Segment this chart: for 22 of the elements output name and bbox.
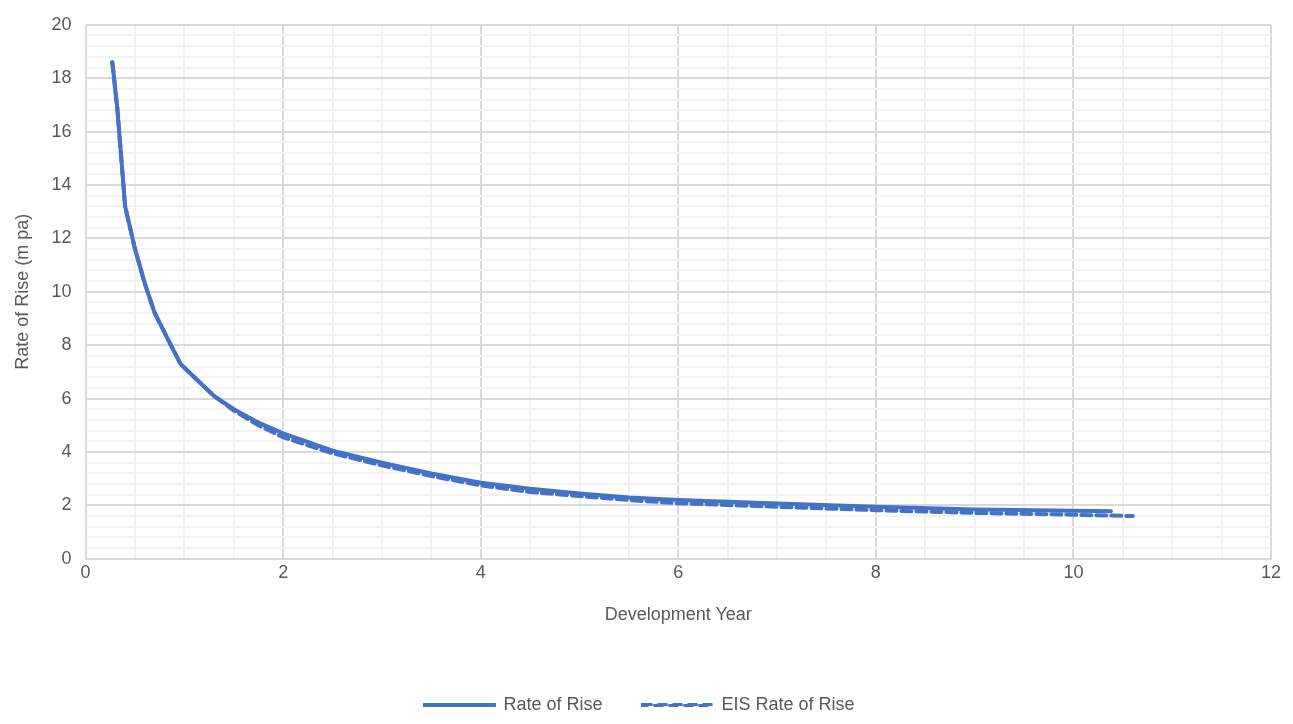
y-axis-title: Rate of Rise (m pa) [11,213,32,370]
x-tick-label: 8 [870,561,881,582]
x-tick-label: 0 [80,561,91,582]
legend-label: EIS Rate of Rise [721,693,855,714]
y-tick-label: 4 [61,440,72,461]
y-tick-label: 0 [61,547,72,568]
x-tick-label: 2 [278,561,289,582]
x-axis-title: Development Year [604,604,752,625]
y-tick-label: 6 [61,387,72,408]
x-tick-label: 12 [1260,561,1282,582]
x-tick-label: 4 [475,561,486,582]
y-tick-label: 16 [51,120,72,141]
y-tick-label: 8 [61,334,72,355]
y-tick-label: 20 [51,13,72,34]
y-tick-label: 18 [51,67,72,88]
y-tick-label: 12 [51,227,72,248]
y-tick-label: 14 [51,173,72,194]
x-tick-label: 6 [673,561,684,582]
legend-label: Rate of Rise [503,693,603,714]
x-tick-label: 10 [1063,561,1084,582]
y-tick-label: 2 [61,494,72,515]
y-tick-label: 10 [51,280,72,301]
